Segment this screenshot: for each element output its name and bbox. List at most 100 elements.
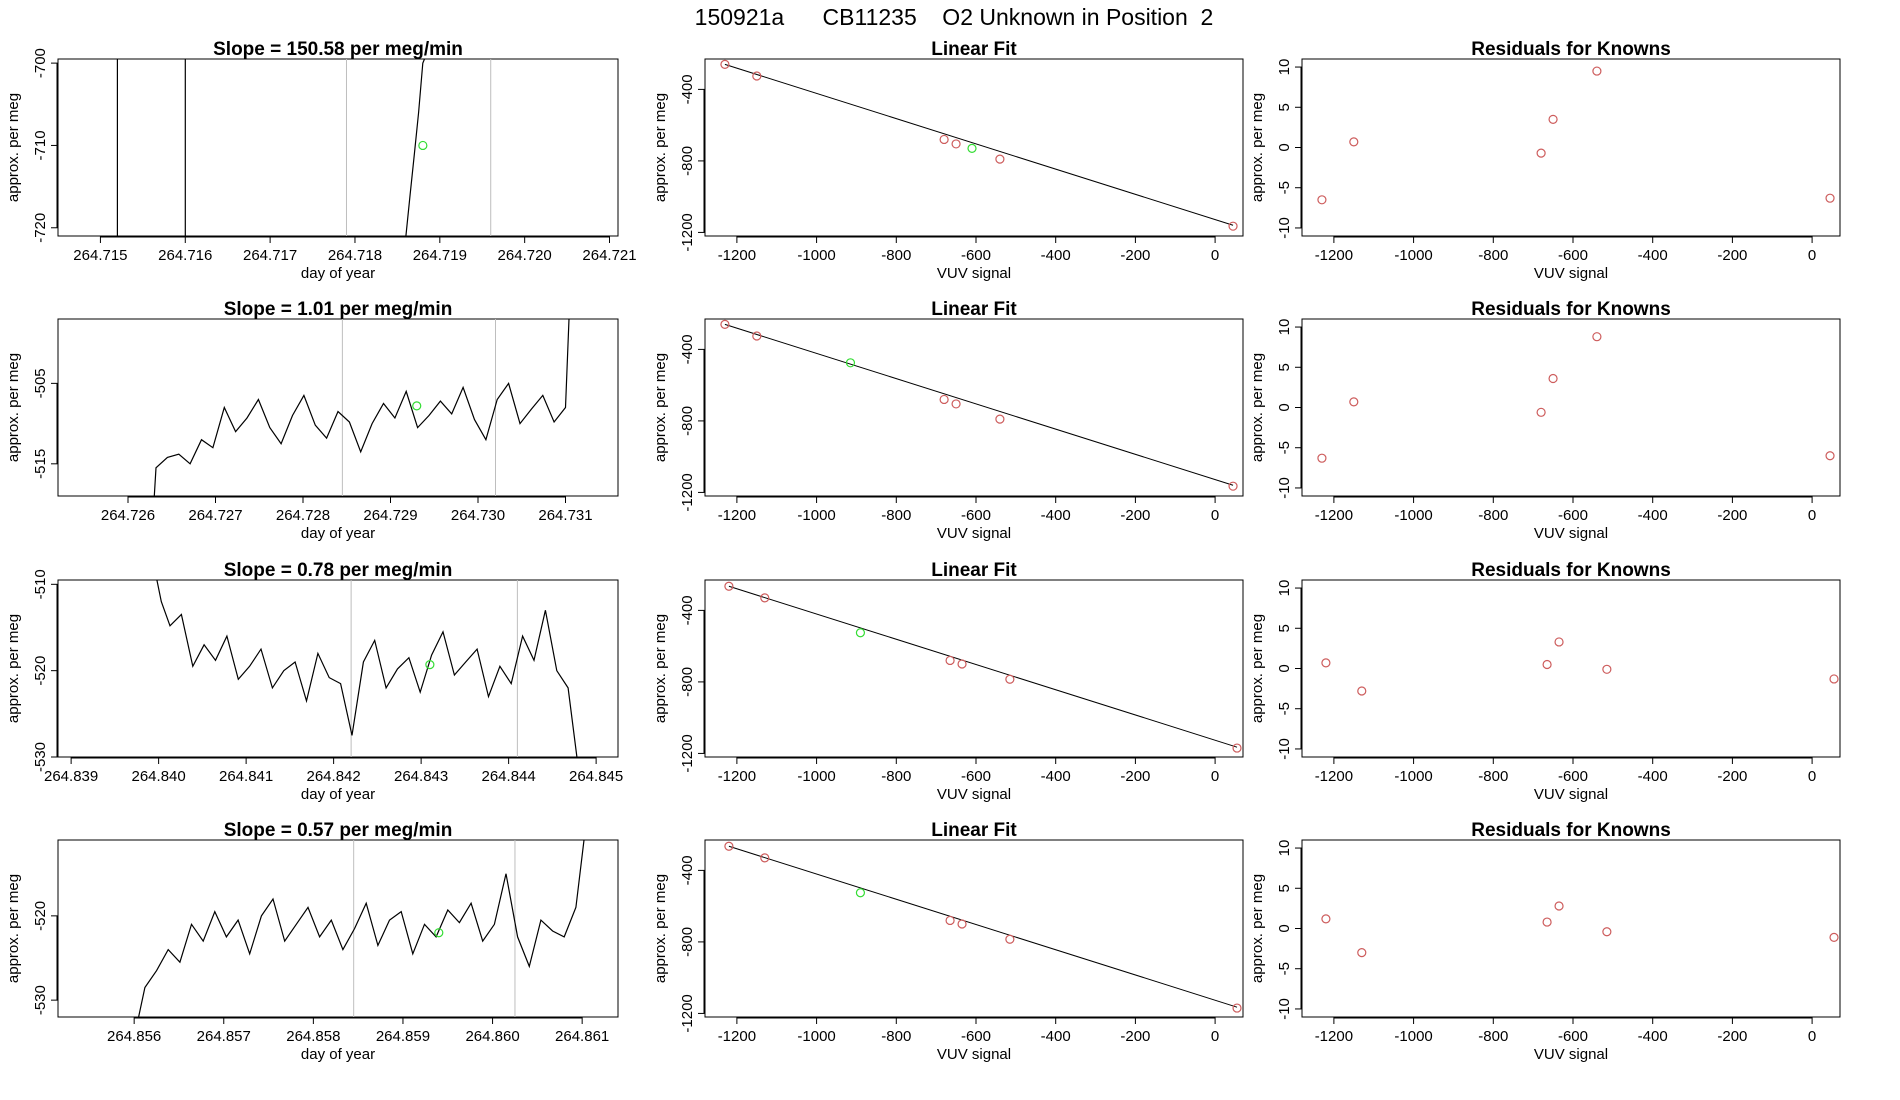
y-axis: -400 -800 -1200 (679, 334, 705, 512)
fit-line (728, 845, 1238, 1008)
x-tick-label: 264.856 (107, 1028, 161, 1045)
x-tick-label: -600 (961, 1028, 991, 1045)
x-axis-label: VUV signal (1534, 525, 1608, 542)
x-tick-label: -1200 (1315, 247, 1353, 264)
known-point (1829, 674, 1839, 684)
x-tick-label: -600 (1558, 247, 1588, 264)
y-axis-label: approx. per meg (652, 353, 669, 462)
x-tick-label: 264.731 (538, 507, 592, 524)
y-tick-label: -400 (679, 74, 696, 104)
known-point (945, 655, 955, 666)
x-axis: -1200 -1000 -800 -600 -400 -200 0 (1315, 236, 1816, 264)
y-tick-label: 0 (1276, 403, 1293, 411)
y-tick-label: -710 (32, 130, 49, 160)
y-tick-label: 0 (1276, 664, 1293, 672)
x-tick-label: -600 (1558, 768, 1588, 785)
x-tick-label: -1200 (1315, 768, 1353, 785)
known-point (1554, 637, 1564, 647)
x-tick-label: -1000 (797, 1028, 835, 1045)
y-tick-label: 5 (1276, 103, 1293, 111)
x-tick-label: -1000 (797, 247, 835, 264)
known-point (1321, 658, 1331, 668)
panel-title: Linear Fit (931, 560, 1017, 581)
known-point (1554, 901, 1564, 911)
x-tick-label: 264.841 (219, 768, 273, 785)
x-axis: 264.839 264.840 264.841 264.842 264.843 264.8… (44, 757, 623, 785)
known-point (1536, 148, 1546, 158)
y-tick-label: 0 (1276, 924, 1293, 932)
x-axis-label: day of year (301, 786, 375, 803)
known-point (1321, 914, 1331, 924)
panel-2-2: Residuals for Knowns-1200 -1000 -800 -600 -4… (1249, 560, 1841, 803)
y-tick-label: 5 (1276, 884, 1293, 892)
x-tick-label: 0 (1211, 1028, 1219, 1045)
plot-area (724, 581, 1242, 753)
x-tick-label: -200 (1120, 1028, 1150, 1045)
unknown-point (425, 660, 435, 670)
panel-title: Residuals for Knowns (1471, 820, 1671, 841)
y-axis-label: approx. per meg (5, 93, 22, 202)
known-point (1548, 373, 1558, 384)
x-tick-label: -1000 (1394, 247, 1432, 264)
known-point (1349, 397, 1359, 407)
known-point (1592, 66, 1602, 76)
trace-line (153, 319, 570, 496)
panel-0-0: Slope = 150.58 per meg/min 264.715 264.716… (5, 39, 637, 282)
unknown-point (855, 888, 866, 898)
x-tick-label: -200 (1120, 247, 1150, 264)
x-tick-label: -1200 (718, 1028, 756, 1045)
known-point (1232, 743, 1242, 753)
known-point (995, 414, 1005, 424)
x-tick-label: 0 (1211, 768, 1219, 785)
x-tick-label: -400 (1041, 768, 1071, 785)
known-point (760, 593, 770, 603)
known-point (1602, 664, 1612, 674)
y-tick-label: 5 (1276, 363, 1293, 371)
y-axis-label: approx. per meg (1249, 93, 1266, 202)
known-point (752, 331, 762, 341)
panel-0-2: Residuals for Knowns-1200 -1000 -800 -600 -4… (1249, 39, 1841, 282)
known-point (1349, 137, 1359, 147)
y-tick-label: -5 (1276, 441, 1293, 454)
y-tick-label: -800 (679, 667, 696, 697)
panel-2-1: Linear Fit -1200 -1000 -800 -600 -400 -200 0 VUV… (652, 560, 1244, 803)
x-tick-label: -800 (881, 507, 911, 524)
x-tick-label: 264.842 (307, 768, 361, 785)
plot-area (156, 580, 578, 757)
x-tick-label: -1200 (1315, 507, 1353, 524)
x-tick-label: -1200 (718, 768, 756, 785)
x-tick-label: 264.844 (482, 768, 536, 785)
x-tick-label: -1000 (797, 507, 835, 524)
x-tick-label: -400 (1638, 507, 1668, 524)
panel-1-1: Linear Fit -1200 -1000 -800 -600 -400 -200 0 VUV… (652, 299, 1244, 542)
y-tick-label: 5 (1276, 624, 1293, 632)
y-tick-label: -5 (1276, 702, 1293, 715)
y-axis-label: approx. per meg (1249, 614, 1266, 723)
panel-3-1: Linear Fit -1200 -1000 -800 -600 -400 -200 0 VUV… (652, 820, 1244, 1063)
y-tick-label: -1200 (679, 473, 696, 511)
x-axis-label: VUV signal (937, 1046, 1011, 1063)
x-tick-label: 264.840 (132, 768, 186, 785)
plot-area (116, 59, 492, 236)
x-tick-label: -1000 (797, 768, 835, 785)
known-point (1357, 948, 1367, 958)
x-tick-label: -600 (1558, 507, 1588, 524)
y-tick-label: -510 (32, 569, 49, 599)
known-point (951, 139, 961, 149)
x-axis: 264.856 264.857 264.858 264.859 264.860 264.8… (107, 1017, 609, 1045)
x-tick-label: -800 (1478, 507, 1508, 524)
x-axis-label: day of year (301, 1046, 375, 1063)
known-point (724, 841, 734, 851)
x-tick-label: -400 (1041, 507, 1071, 524)
known-point (1005, 934, 1015, 944)
x-tick-label: -1200 (718, 247, 756, 264)
known-point (1228, 481, 1238, 491)
y-tick-label: -5 (1276, 962, 1293, 975)
x-axis: -1200 -1000 -800 -600 -400 -200 0 (718, 757, 1219, 785)
known-point (752, 71, 762, 81)
known-point (1317, 195, 1327, 205)
y-axis-label: approx. per meg (5, 614, 22, 723)
x-tick-label: 264.843 (394, 768, 448, 785)
x-tick-label: 264.730 (451, 507, 505, 524)
known-point (995, 154, 1005, 164)
